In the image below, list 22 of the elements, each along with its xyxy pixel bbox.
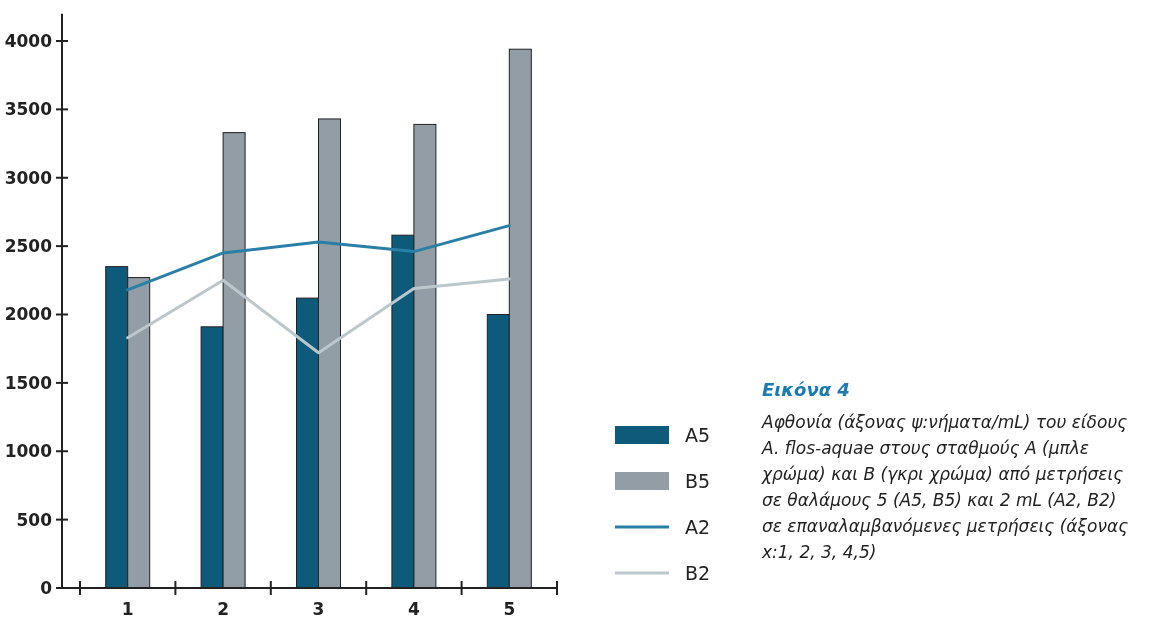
text: Εικόνα 4 bbox=[762, 379, 850, 400]
y-tick-label: 3000 bbox=[4, 167, 53, 188]
legend-label: A5 bbox=[685, 423, 711, 446]
x-tick-label: 3 bbox=[312, 599, 325, 619]
y-tick-label: 1500 bbox=[4, 372, 53, 393]
x-tick-label: 2 bbox=[217, 599, 230, 619]
y-tick-label: 4000 bbox=[4, 30, 53, 51]
legend-label: B5 bbox=[685, 469, 711, 492]
legend-label: B2 bbox=[685, 561, 711, 584]
legend-label: A2 bbox=[685, 515, 711, 538]
line-series bbox=[126, 224, 511, 292]
y-tick-label: 500 bbox=[16, 509, 53, 530]
line-series bbox=[126, 277, 511, 355]
x-tick-label: 4 bbox=[407, 599, 420, 619]
y-tick-label: 2500 bbox=[4, 236, 53, 257]
y-tick-label: 0 bbox=[40, 577, 53, 598]
y-tick-label: 2000 bbox=[4, 304, 53, 325]
x-tick-label: 1 bbox=[121, 599, 134, 619]
text: Αφθονία (άξονας ψ:νήματα/mL) του είδους A. flos-aquae στους σταθμούς A (μπλε χρώμα) και B (γκρι χρώμα) από μετρήσεις σε θαλάμους 5 (A5, B5) και 2 mL (A2, B2) σε επαναλαμβανόμενες μετρήσεις (άξονας x:1, 2, 3, 4,5) bbox=[761, 412, 1129, 562]
y-tick-label: 1000 bbox=[4, 441, 53, 462]
y-tick-label: 3500 bbox=[4, 99, 53, 120]
x-tick-label: 5 bbox=[503, 599, 516, 619]
